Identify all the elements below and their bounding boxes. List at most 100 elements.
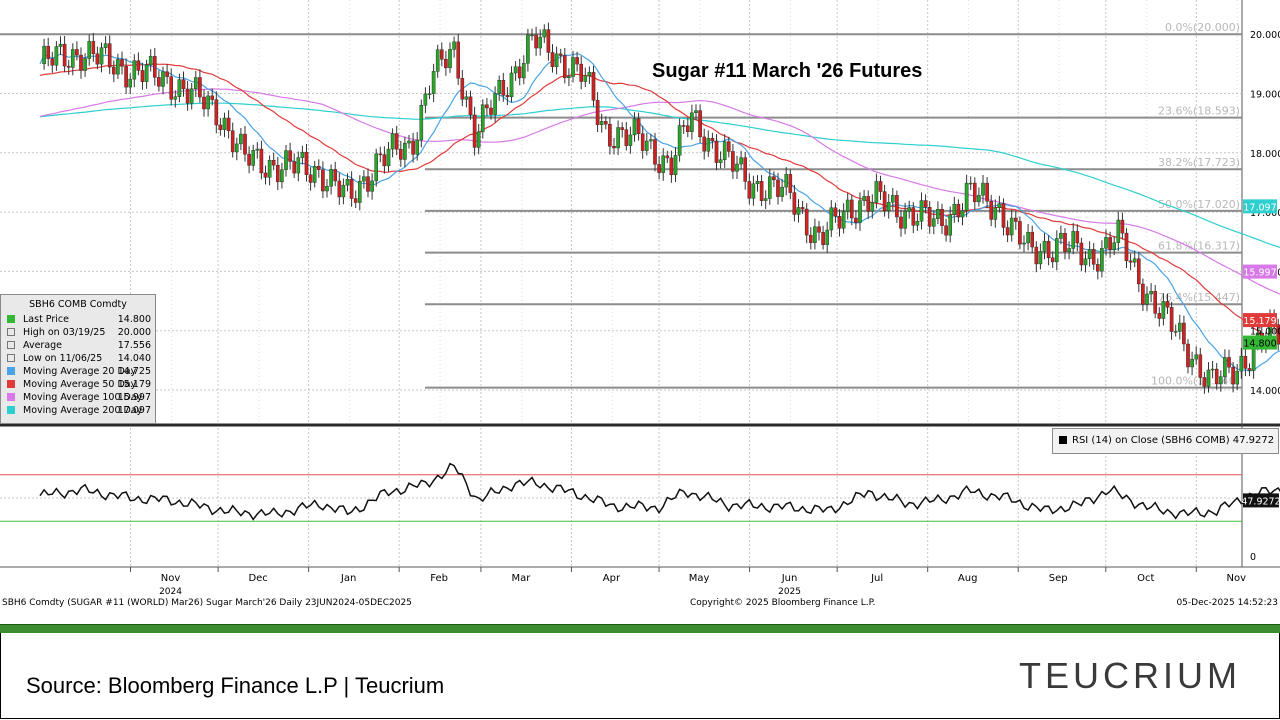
candle-body [407,140,411,144]
candle-body [202,96,206,110]
candle-body [161,71,165,87]
legend-color-icon [7,380,15,388]
rsi-value-label: 47.9272 [1241,496,1280,507]
price-tag-label: 14.800 [1243,339,1276,350]
rsi-legend-label: RSI (14) on Close (SBH6 COMB) 47.9272 [1052,428,1280,454]
candle-body [1108,237,1112,251]
candle-body [1177,322,1182,332]
candle-body [706,138,711,152]
legend-label: Low on 11/06/25 [23,353,103,364]
candle-body [263,172,268,178]
candle-body [107,43,112,68]
candle-body [181,79,186,90]
candle-body [1112,242,1116,251]
candle-body [321,169,325,192]
footer-copyright: Copyright© 2025 Bloomberg Finance L.P. [690,598,876,608]
candle-body [645,140,649,151]
candle-body [366,176,370,192]
candle-body [558,53,563,56]
candle-body [936,208,940,219]
candle-body [1145,293,1149,305]
candle-body [714,140,719,163]
candle-body [198,77,202,98]
candle-body [87,41,91,59]
candle-body [1059,233,1063,239]
candle-body [423,93,428,106]
candle-body [312,166,317,183]
candle-body [1075,231,1080,244]
moving-average-line [39,53,1280,372]
candle-body [850,199,854,219]
y-tick-label: 14.000 [1250,386,1280,397]
candle-body [866,196,870,212]
candle-body [1169,307,1174,332]
candle-body [608,123,612,147]
candle-body [1128,260,1133,263]
legend-value: 17.556 [117,340,151,351]
candle-body [271,160,276,166]
candle-body [1190,358,1194,368]
candle-body [788,174,793,193]
candle-body [1030,231,1034,248]
candle-body [854,217,858,223]
candle-body [218,124,223,130]
candle-body [899,216,903,229]
candle-body [259,148,264,174]
candle-body [358,180,362,203]
legend-row: Last Price 14.800 [1,313,155,326]
legend-rows: Last Price 14.800 High on 03/19/25 20.000 Av… [1,313,155,417]
candle-body [493,93,497,115]
candle-body [1214,368,1219,385]
x-tick-label: Jul [870,573,883,584]
candle-body [620,127,624,130]
candle-body [575,57,579,65]
candle-body [255,148,260,151]
candle-body [977,195,981,203]
candle-body [1141,283,1145,305]
candle-body [1182,322,1186,345]
candle-body [276,164,280,183]
legend-label: High on 03/19/25 [23,327,106,338]
candle-body [792,192,797,215]
candle-body [1210,368,1215,371]
fib-level-label: 76.4%(15.447) [1158,291,1240,304]
candle-body [300,151,305,158]
rsi-tick-label: 0 [1250,552,1256,563]
x-tick-label: Jun [781,573,798,584]
candle-body [661,155,665,173]
candle-body [571,57,575,77]
candle-body [226,117,231,131]
y-tick-label: 15.000 [1250,327,1280,338]
candle-body [981,182,985,196]
candle-body [497,80,502,94]
legend-row: Moving Average 20 Day 14.725 [1,365,155,378]
candle-body [616,127,620,149]
candle-body [386,148,391,167]
candle-body [649,139,653,142]
candle-body [534,34,538,49]
candle-body [542,29,547,38]
x-tick-label: Feb [430,573,448,584]
candle-body [636,118,641,134]
legend-row: Low on 11/06/25 14.040 [1,352,155,365]
fib-level-label: 50.0%(17.020) [1158,198,1240,211]
candle-body [1153,290,1157,314]
candle-body [563,55,567,78]
candle-body [911,207,916,226]
x-tick-label: Sep [1049,573,1068,584]
candle-body [804,208,809,236]
y-tick-label: 17.000 [1250,208,1280,219]
rsi-line [39,462,1280,521]
candle-body [435,49,440,72]
candle-body [599,121,604,125]
candle-body [247,153,251,166]
candle-body [985,182,989,202]
candle-body [440,49,444,60]
candle-body [1054,238,1059,263]
candle-body [1042,240,1047,252]
candle-body [538,36,542,49]
candle-body [452,41,456,50]
average-marker-icon [7,341,15,349]
candle-body [66,65,71,68]
candle-body [280,169,284,183]
